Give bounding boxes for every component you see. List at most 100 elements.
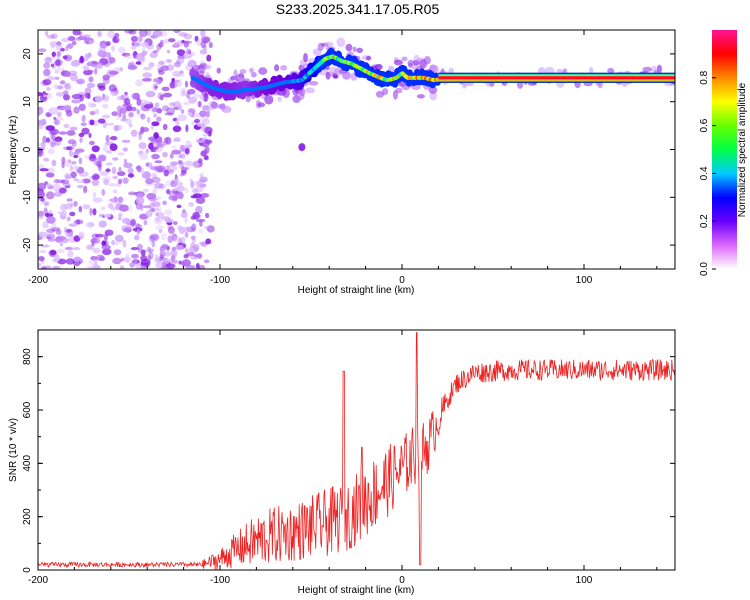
noise-speckle (97, 31, 102, 37)
noise-speckle (88, 132, 92, 138)
y-tick-label: -20 (22, 237, 33, 252)
noise-speckle (42, 265, 47, 269)
noise-speckle (52, 183, 61, 192)
noise-speckle (85, 53, 91, 59)
noise-speckle (101, 189, 106, 196)
track-halo (282, 88, 290, 98)
noise-speckle (192, 211, 200, 220)
noise-speckle (199, 60, 205, 66)
noise-speckle (158, 228, 163, 234)
noise-speckle (134, 223, 141, 229)
noise-speckle (38, 210, 45, 217)
noise-speckle (107, 30, 115, 38)
noise-speckle (158, 183, 166, 190)
y-tick-label: -10 (22, 190, 33, 205)
noise-speckle (195, 205, 203, 214)
noise-speckle (40, 200, 50, 205)
noise-speckle (118, 217, 122, 221)
noise-speckle (55, 92, 66, 97)
noise-speckle (177, 104, 182, 111)
noise-speckle (45, 172, 55, 178)
noise-speckle (123, 158, 128, 164)
noise-speckle (89, 110, 96, 116)
noise-speckle (88, 259, 97, 266)
noise-speckle (50, 33, 58, 39)
noise-speckle (105, 41, 111, 47)
noise-speckle (164, 209, 173, 216)
noise-speckle (91, 145, 100, 153)
noise-speckle (62, 104, 72, 110)
noise-speckle (198, 264, 205, 269)
noise-speckle (179, 173, 185, 177)
noise-speckle (65, 110, 73, 117)
x-tick-label: 100 (576, 575, 593, 586)
noise-speckle (61, 156, 66, 165)
noise-speckle (196, 39, 202, 47)
noise-speckle (176, 181, 184, 187)
noise-speckle (94, 62, 104, 69)
noise-speckle (124, 30, 134, 34)
noise-speckle (51, 51, 56, 58)
x-tick-label: 0 (399, 575, 405, 586)
noise-speckle (180, 87, 187, 94)
noise-speckle (169, 102, 176, 107)
noise-speckle (132, 92, 140, 100)
noise-speckle (143, 66, 152, 71)
noise-speckle (163, 169, 169, 177)
snr-frame (37, 329, 676, 571)
noise-speckle (68, 223, 78, 227)
noise-speckle (186, 252, 195, 257)
noise-speckle (38, 48, 47, 53)
noise-speckle (155, 212, 159, 216)
noise-speckle (55, 59, 61, 66)
noise-speckle (67, 250, 74, 258)
noise-speckle (171, 78, 175, 83)
noise-speckle (55, 179, 66, 184)
noise-speckle (140, 126, 145, 134)
noise-speckle (130, 129, 138, 137)
noise-speckle (66, 146, 73, 151)
track-halo (305, 87, 315, 94)
noise-speckle (123, 162, 133, 169)
noise-speckle (97, 50, 105, 57)
noise-speckle (88, 76, 94, 83)
noise-speckle (180, 211, 188, 219)
track-halo (216, 67, 221, 74)
noise-speckle (46, 34, 56, 39)
noise-speckle (73, 219, 84, 225)
noise-speckle (147, 246, 151, 253)
track-halo (375, 90, 385, 98)
noise-speckle (162, 123, 168, 131)
noise-speckle (38, 147, 43, 155)
noise-speckle (183, 40, 189, 48)
spectrogram-noise-region (38, 30, 306, 269)
noise-speckle (101, 244, 111, 250)
noise-speckle (65, 246, 73, 250)
noise-speckle (156, 196, 162, 200)
noise-speckle (70, 171, 77, 179)
noise-speckle (177, 186, 186, 192)
noise-speckle (107, 203, 114, 209)
snr-series-line (38, 332, 675, 570)
noise-speckle (128, 112, 134, 118)
noise-speckle (106, 150, 113, 154)
noise-speckle (145, 178, 154, 185)
noise-speckle (122, 256, 132, 262)
noise-speckle (167, 235, 173, 243)
track-halo (264, 94, 274, 105)
noise-speckle (88, 140, 95, 146)
snr-y-ticks: 0 200 400 600 800 (22, 329, 675, 573)
colorbar-gradient (712, 30, 737, 269)
noise-speckle (131, 45, 136, 51)
noise-speckle (176, 204, 182, 209)
spectrogram-x-ticks: -200 -100 0 100 (28, 30, 658, 286)
noise-speckle (169, 153, 174, 159)
noise-speckle (185, 48, 191, 54)
noise-speckle (56, 41, 62, 46)
noise-speckle (39, 191, 46, 198)
noise-speckle (152, 78, 157, 83)
noise-speckle (130, 218, 136, 227)
noise-speckle (123, 227, 131, 233)
noise-speckle (69, 211, 76, 217)
noise-speckle (184, 160, 195, 167)
